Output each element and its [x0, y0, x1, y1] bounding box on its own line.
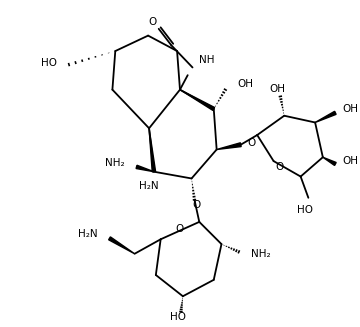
Text: OH: OH [342, 104, 358, 114]
Text: HO: HO [41, 58, 57, 68]
Text: HO: HO [297, 205, 314, 215]
Text: O: O [176, 224, 184, 234]
Polygon shape [217, 143, 241, 149]
Text: NH₂: NH₂ [251, 249, 271, 259]
Text: O: O [192, 200, 201, 211]
Polygon shape [109, 237, 135, 254]
Polygon shape [315, 111, 336, 123]
Polygon shape [149, 128, 156, 172]
Text: H₂N: H₂N [139, 181, 159, 191]
Text: NH: NH [199, 55, 215, 65]
Polygon shape [180, 90, 215, 111]
Text: H₂N: H₂N [78, 230, 98, 239]
Text: O: O [248, 138, 256, 148]
Text: OH: OH [270, 84, 285, 94]
Text: OH: OH [342, 156, 358, 166]
Polygon shape [323, 157, 336, 165]
Text: O: O [149, 17, 157, 27]
Text: O: O [275, 162, 284, 172]
Text: HO: HO [170, 312, 186, 321]
Text: OH: OH [237, 79, 253, 89]
Polygon shape [136, 165, 154, 172]
Text: NH₂: NH₂ [105, 158, 125, 168]
